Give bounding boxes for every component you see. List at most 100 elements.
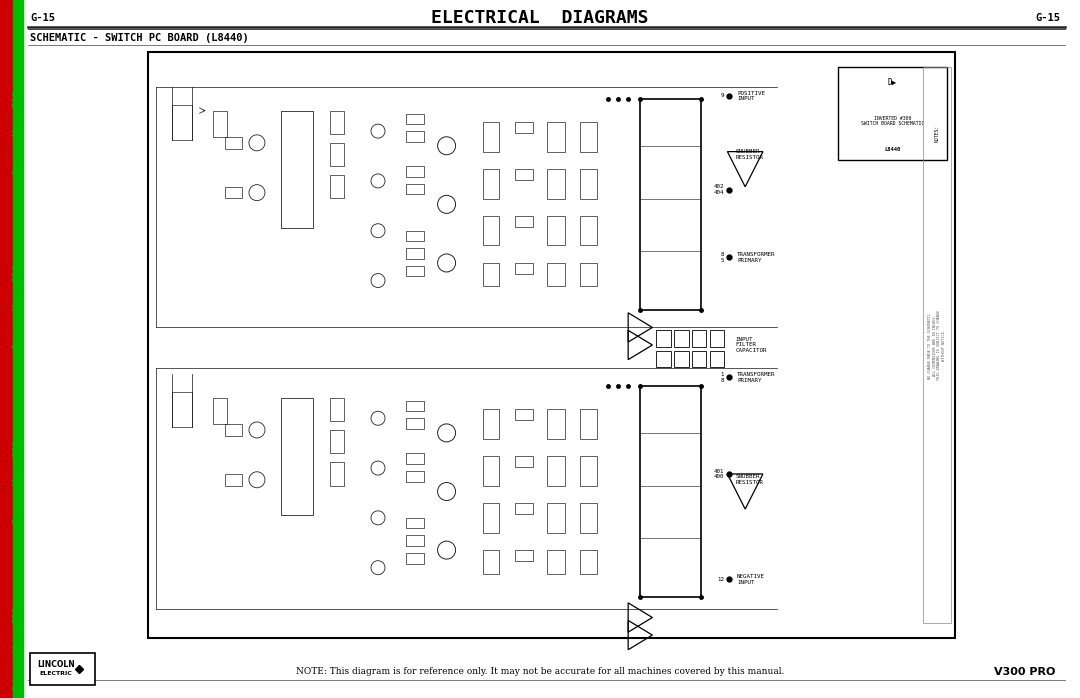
Bar	[515, 122, 532, 133]
Bar	[329, 462, 345, 486]
Text: TRANSFORMER
PRIMARY: TRANSFORMER PRIMARY	[737, 252, 775, 262]
Text: V300 PRO: V300 PRO	[994, 667, 1055, 677]
Bar	[213, 398, 227, 424]
Bar	[548, 410, 565, 439]
Text: SNUBBER
RESISTOR: SNUBBER RESISTOR	[735, 475, 764, 485]
Text: NOTES:: NOTES:	[934, 125, 940, 142]
Text: NEGATIVE
INPUT: NEGATIVE INPUT	[737, 574, 765, 585]
Bar	[30, 653, 95, 685]
Bar	[580, 410, 597, 439]
Text: Return to Master TOC: Return to Master TOC	[13, 608, 23, 690]
Bar	[580, 263, 597, 286]
Bar	[13, 0, 23, 698]
Bar	[281, 398, 313, 515]
Bar	[329, 175, 345, 198]
Bar	[674, 330, 689, 347]
Bar	[213, 110, 227, 137]
Text: Return to Master TOC: Return to Master TOC	[13, 266, 23, 348]
Bar	[406, 184, 424, 195]
Bar	[515, 216, 532, 227]
Bar	[674, 351, 689, 367]
Bar	[657, 330, 671, 347]
Bar	[515, 263, 532, 274]
Text: 9: 9	[720, 94, 724, 98]
Bar	[483, 503, 499, 533]
Bar	[657, 351, 671, 367]
Text: INVERTED #300
SWITCH BOARD SCHEMATIC: INVERTED #300 SWITCH BOARD SCHEMATIC	[861, 116, 924, 126]
Text: LINCOLN: LINCOLN	[37, 660, 75, 669]
Text: 8
5: 8 5	[720, 252, 724, 262]
Bar	[406, 553, 424, 563]
Text: 12: 12	[717, 577, 724, 582]
Bar	[515, 456, 532, 467]
Bar	[483, 216, 499, 246]
Bar	[225, 424, 242, 436]
Text: G-15: G-15	[1035, 13, 1059, 23]
Bar	[0, 0, 13, 698]
Bar	[710, 330, 725, 347]
Bar	[483, 410, 499, 439]
Bar	[580, 169, 597, 198]
Bar	[406, 454, 424, 464]
Text: ELECTRIC: ELECTRIC	[40, 671, 72, 676]
Bar	[548, 169, 565, 198]
Bar	[580, 503, 597, 533]
Bar	[515, 169, 532, 180]
Bar	[548, 503, 565, 533]
Bar	[148, 52, 955, 638]
Bar	[580, 122, 597, 151]
Bar	[580, 456, 597, 486]
Bar	[515, 503, 532, 514]
Text: SCHEMATIC - SWITCH PC BOARD (L8440): SCHEMATIC - SWITCH PC BOARD (L8440)	[30, 33, 248, 43]
Bar	[483, 456, 499, 486]
Text: POSITIVE
INPUT: POSITIVE INPUT	[737, 91, 765, 101]
Text: SNUBBER
RESISTOR: SNUBBER RESISTOR	[735, 149, 764, 160]
Bar	[483, 122, 499, 151]
Bar	[329, 430, 345, 454]
Bar	[548, 122, 565, 151]
Bar	[406, 131, 424, 142]
Text: ELECTRICAL  DIAGRAMS: ELECTRICAL DIAGRAMS	[431, 9, 649, 27]
Text: 401
400: 401 400	[714, 468, 724, 480]
Bar	[406, 401, 424, 411]
Text: TRANSFORMER
PRIMARY: TRANSFORMER PRIMARY	[737, 372, 775, 383]
Text: 1
8: 1 8	[720, 372, 724, 383]
Bar	[515, 550, 532, 560]
Text: Return to Section TOC: Return to Section TOC	[2, 48, 11, 133]
Text: Return to Section TOC: Return to Section TOC	[2, 223, 11, 308]
Bar	[515, 410, 532, 420]
Bar	[406, 518, 424, 528]
Bar	[548, 216, 565, 246]
Bar	[406, 248, 424, 259]
Bar	[329, 398, 345, 421]
Bar	[225, 137, 242, 149]
Bar	[172, 105, 192, 140]
Bar	[548, 550, 565, 574]
Text: G-15: G-15	[30, 13, 55, 23]
Bar	[406, 114, 424, 124]
Text: NO CHANGE MADE TO THE SCHEMATIC.
ALL DIMENSIONS ARE IN INCHES.
THIS DRAWING IS S: NO CHANGE MADE TO THE SCHEMATIC. ALL DIM…	[928, 310, 946, 380]
Bar	[640, 99, 701, 310]
Bar	[406, 471, 424, 482]
Text: INPUT
FILTER
CAPACITOR: INPUT FILTER CAPACITOR	[735, 336, 767, 353]
Bar	[329, 143, 345, 166]
Bar	[406, 231, 424, 242]
Text: 402
404: 402 404	[714, 184, 724, 195]
Bar	[406, 266, 424, 276]
Text: L8440: L8440	[885, 147, 901, 151]
Bar	[922, 66, 951, 623]
Text: D▶: D▶	[888, 78, 897, 87]
Bar	[483, 169, 499, 198]
Bar	[640, 386, 701, 597]
Bar	[548, 263, 565, 286]
Bar	[406, 418, 424, 429]
Bar	[483, 550, 499, 574]
Bar	[329, 110, 345, 134]
Bar	[225, 474, 242, 486]
Bar	[692, 351, 706, 367]
Bar	[406, 166, 424, 177]
Bar	[580, 216, 597, 246]
Bar	[692, 330, 706, 347]
Bar	[838, 66, 947, 161]
Text: NOTE: This diagram is for reference only. It may not be accurate for all machine: NOTE: This diagram is for reference only…	[296, 667, 784, 676]
